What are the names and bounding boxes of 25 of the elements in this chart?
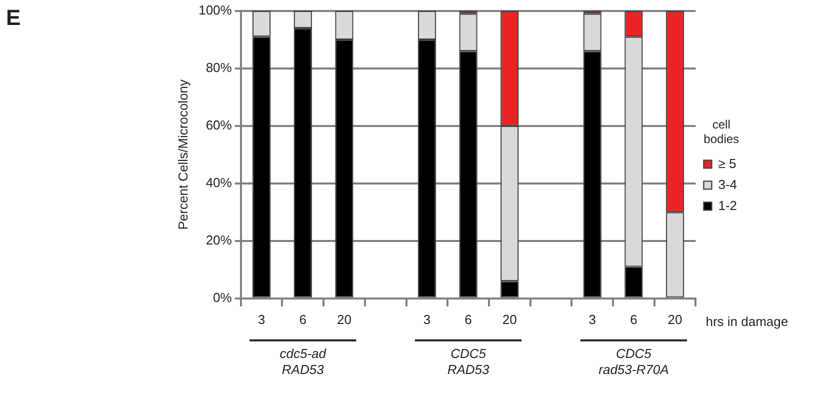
x-tick-label: 20	[502, 312, 517, 327]
y-tick-label: 40%	[206, 174, 232, 190]
y-axis-title: Percent Cells/Microcolony	[175, 78, 190, 230]
y-tick-label: 20%	[206, 232, 232, 248]
legend-label: 1-2	[718, 198, 738, 213]
y-tick-label: 100%	[198, 2, 232, 18]
text: E	[6, 5, 21, 30]
x-axis-title: hrs in damage	[706, 314, 788, 329]
x-tick-label: 3	[423, 312, 431, 327]
y-tick-label: 60%	[206, 117, 232, 132]
x-tick-label: 6	[464, 312, 472, 327]
x-tick-label: 6	[630, 312, 638, 327]
x-tick-label: 6	[299, 312, 306, 327]
text: cdc5-ad RAD53	[280, 346, 327, 378]
x-tick-label: 3	[258, 312, 266, 327]
text: CDC5 rad53-R70A	[598, 346, 669, 378]
x-tick-label: 20	[336, 312, 352, 327]
legend-title: cell bodies	[704, 118, 740, 146]
x-tick-label: 3	[588, 312, 596, 327]
y-tick-label: 0%	[213, 290, 232, 305]
legend-label: ≥ 5	[718, 156, 736, 171]
x-tick-label: 20	[668, 312, 682, 327]
legend-label: 3-4	[718, 176, 738, 192]
text: CDC5 RAD53	[447, 346, 490, 378]
y-tick-label: 80%	[206, 60, 232, 75]
